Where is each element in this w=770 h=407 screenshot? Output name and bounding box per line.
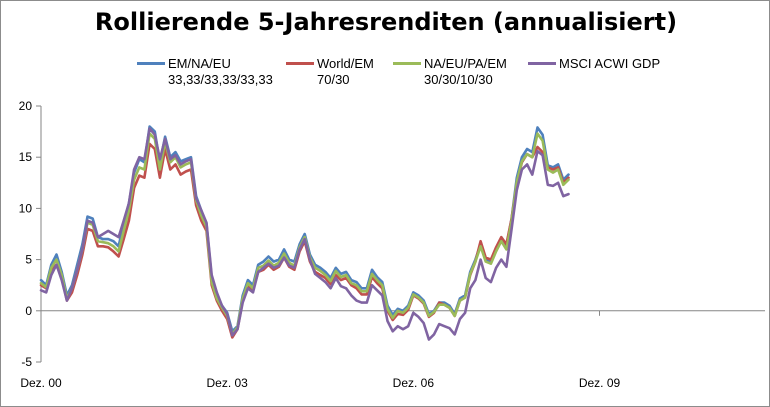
series-line-2 xyxy=(39,132,570,336)
legend-sublabel: 33,33/33,33/33,33 xyxy=(168,72,273,87)
chart-title: Rollierende 5-Jahresrenditen (annualisie… xyxy=(94,8,678,36)
legend-label: MSCI ACWI GDP xyxy=(559,56,661,71)
x-ticks: Dez. 00 Dez. 03 Dez. 06 Dez. 09 xyxy=(20,310,621,390)
y-tick-label: 20 xyxy=(19,99,33,113)
legend-swatch xyxy=(286,62,314,65)
legend-label: World/EM xyxy=(317,56,374,71)
legend-label: NA/EU/PA/EM xyxy=(424,56,507,71)
legend-sublabel: 70/30 xyxy=(317,72,350,87)
legend-swatch xyxy=(393,62,421,65)
y-tick-label: 10 xyxy=(19,201,33,215)
y-tick-label: 5 xyxy=(25,253,32,267)
x-tick-label: Dez. 03 xyxy=(206,376,248,390)
legend-swatch xyxy=(137,62,165,65)
x-tick-label: Dez. 06 xyxy=(393,376,435,390)
y-ticks: -5 0 5 10 15 20 xyxy=(19,99,41,369)
y-tick-label: 0 xyxy=(25,304,32,318)
legend-label: EM/NA/EU xyxy=(168,56,231,71)
y-tick-label: -5 xyxy=(21,355,32,369)
x-tick-label: Dez. 09 xyxy=(579,376,621,390)
y-tick-label: 15 xyxy=(19,150,33,164)
x-tick-label: Dez. 00 xyxy=(20,376,62,390)
series-group xyxy=(39,125,570,341)
legend-swatch xyxy=(528,62,556,65)
legend-sublabel: 30/30/10/30 xyxy=(424,72,493,87)
series-line-3 xyxy=(39,127,570,341)
